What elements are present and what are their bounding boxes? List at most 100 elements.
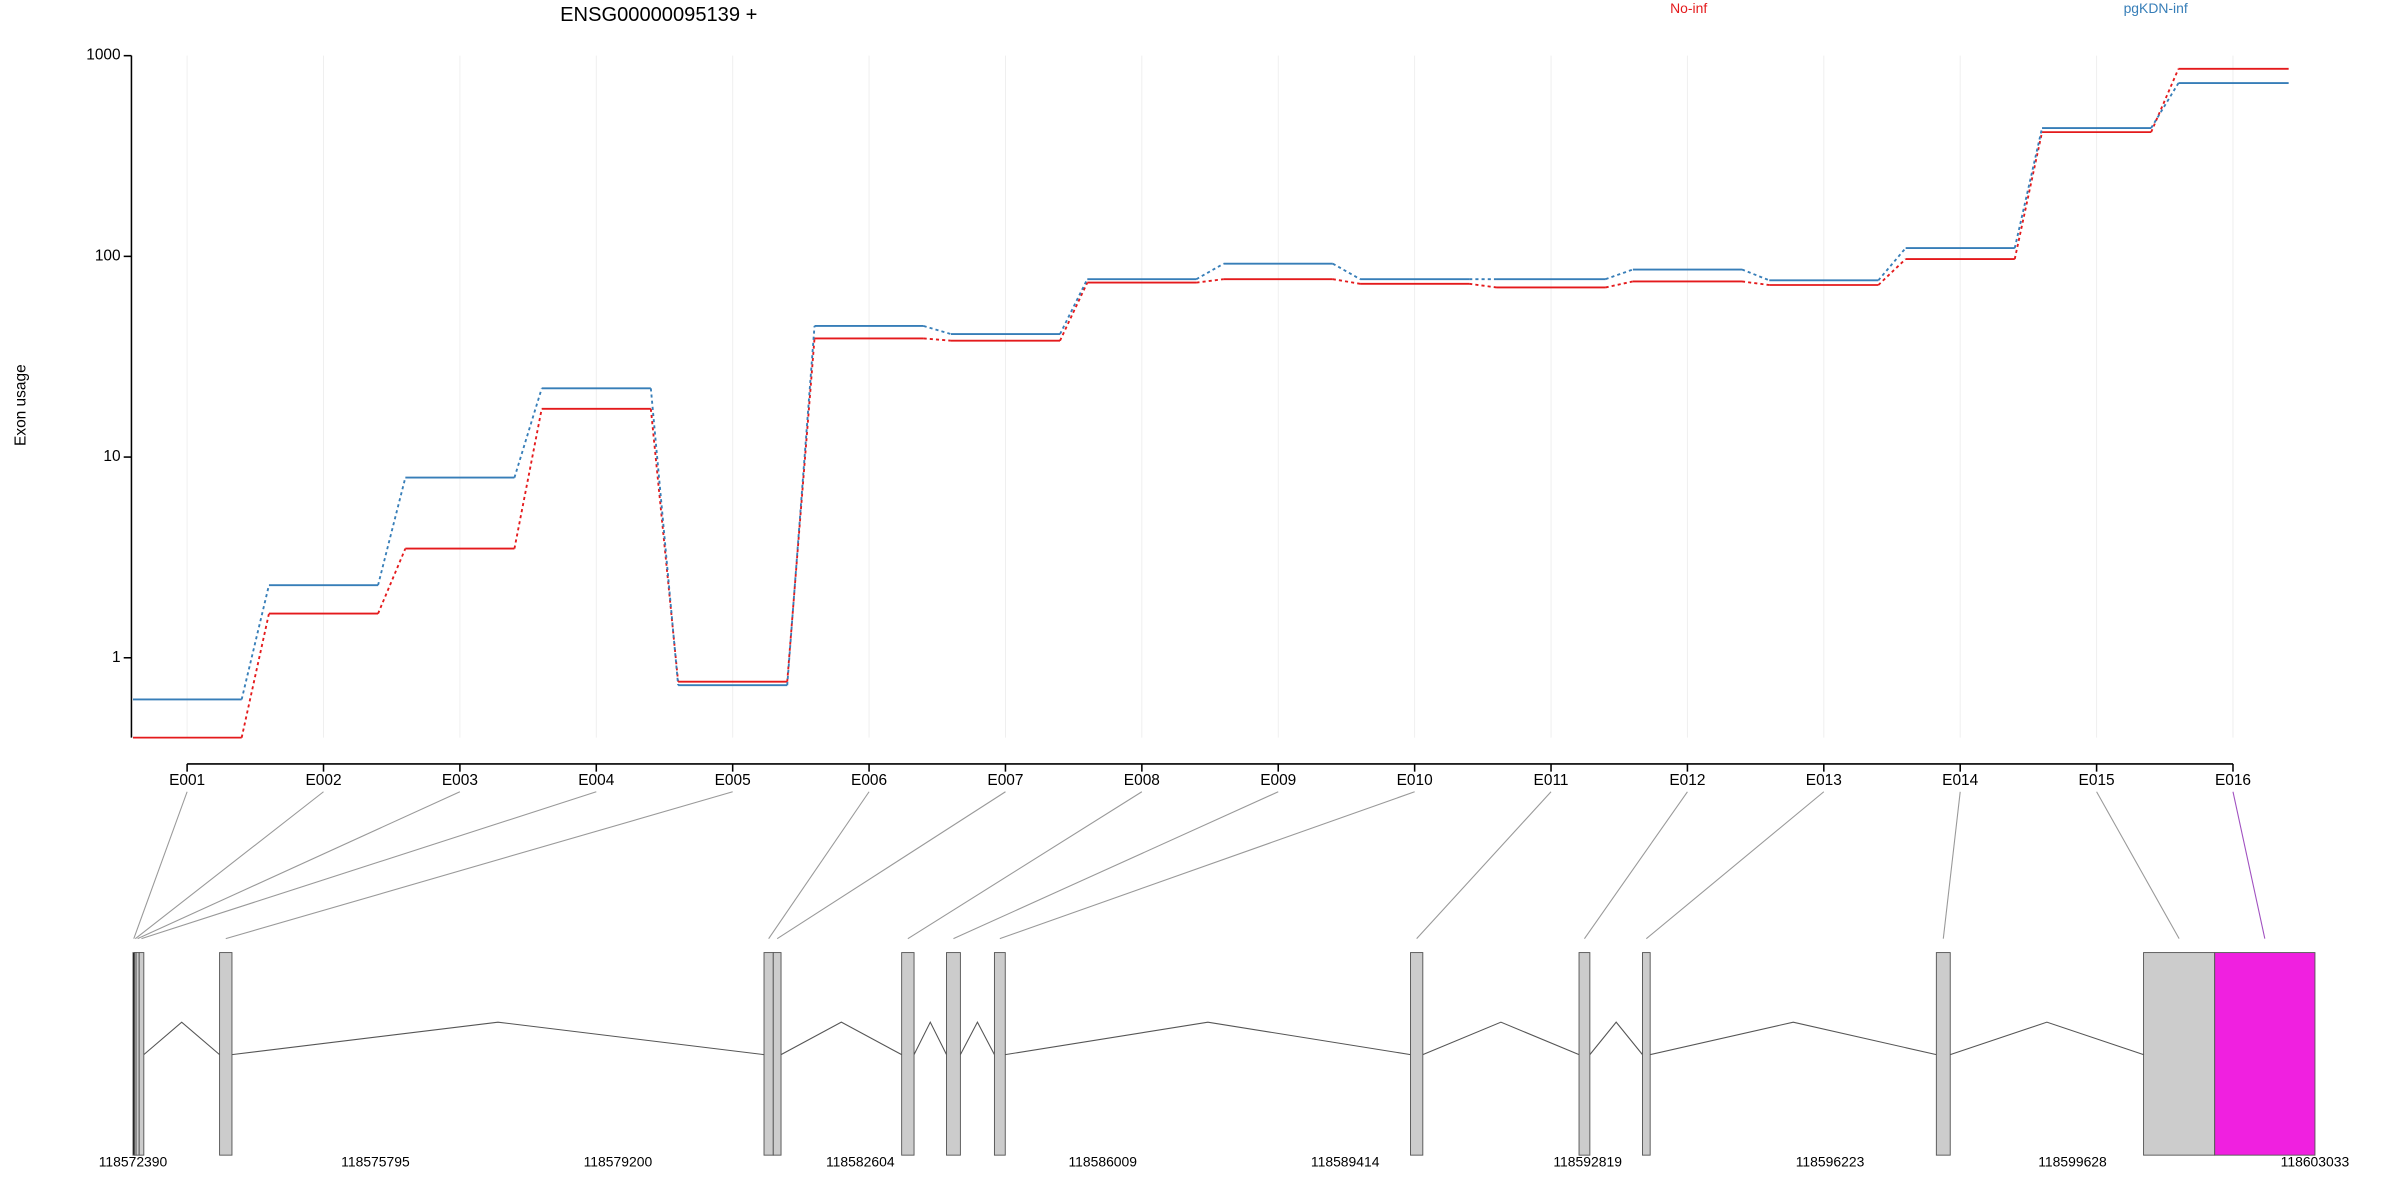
x-tick-label: E013 — [1806, 772, 1842, 789]
genomic-tick-label: 118575795 — [341, 1154, 410, 1170]
intron — [1650, 1021, 1937, 1056]
exon-link — [776, 791, 1006, 940]
intron — [1422, 1021, 1580, 1056]
exon-link — [137, 791, 461, 940]
connector — [1059, 282, 1089, 342]
exon-link — [2096, 791, 2180, 939]
connector — [2150, 68, 2180, 133]
connector — [1741, 280, 1770, 286]
x-tick-label: E016 — [2215, 772, 2251, 789]
intron — [1950, 1021, 2144, 1056]
exon-link — [907, 791, 1143, 940]
connector — [2013, 127, 2043, 249]
connector — [923, 337, 951, 342]
y-axis-label: Exon usage — [13, 364, 30, 446]
exon — [901, 952, 915, 1156]
connector — [649, 388, 680, 686]
connector — [1469, 282, 1497, 289]
intron — [231, 1021, 765, 1056]
exon-link — [1645, 791, 1825, 940]
x-tick-label: E014 — [1942, 772, 1978, 789]
connector — [377, 548, 407, 614]
intron — [1005, 1021, 1411, 1056]
y-tick-label: 100 — [95, 247, 121, 264]
genomic-tick-label: 118603033 — [2281, 1154, 2350, 1170]
exon-link — [134, 791, 324, 940]
exon — [135, 952, 140, 1156]
exon — [1642, 952, 1651, 1156]
exon-link — [1584, 791, 1688, 939]
exon-link — [1416, 791, 1552, 940]
connector — [1877, 247, 1907, 281]
y-tick-label: 1000 — [86, 47, 120, 64]
exon-link — [999, 791, 1415, 940]
exon — [946, 952, 961, 1156]
chart-title: ENSG00000095139 + — [560, 4, 757, 26]
x-tick-label: E012 — [1669, 772, 1705, 789]
y-tick-label: 10 — [103, 448, 120, 465]
connector — [786, 338, 816, 682]
connector — [923, 325, 952, 335]
exon-link — [953, 791, 1279, 940]
exon — [763, 952, 774, 1156]
connector — [1332, 262, 1361, 280]
x-tick-label: E015 — [2079, 772, 2115, 789]
connector — [513, 408, 543, 549]
exon-link — [768, 791, 870, 939]
connector — [1605, 268, 1634, 281]
exon — [2214, 952, 2316, 1156]
connector — [2150, 82, 2180, 129]
connector — [786, 325, 816, 686]
exon — [1410, 952, 1424, 1156]
exon-link — [225, 791, 733, 940]
legend-entry: No-inf — [1670, 0, 1707, 16]
x-tick-label: E005 — [715, 772, 751, 789]
x-tick-label: E003 — [442, 772, 478, 789]
genomic-tick-label: 118572390 — [99, 1154, 168, 1170]
exon — [138, 952, 145, 1156]
intron — [780, 1021, 902, 1056]
x-tick-label: E002 — [305, 772, 341, 789]
connector — [1059, 278, 1089, 335]
exon — [2143, 952, 2216, 1156]
genomic-tick-label: 118579200 — [584, 1154, 653, 1170]
genomic-tick-label: 118582604 — [826, 1154, 895, 1170]
connector — [1195, 262, 1225, 280]
x-tick-label: E008 — [1124, 772, 1160, 789]
exon-link — [133, 791, 188, 939]
x-tick-label: E001 — [169, 772, 205, 789]
exon-link — [1942, 791, 1961, 939]
connector — [1741, 268, 1770, 282]
x-tick-label: E009 — [1260, 772, 1296, 789]
x-tick-label: E007 — [987, 772, 1023, 789]
connector — [1605, 280, 1634, 289]
genomic-tick-label: 118589414 — [1311, 1154, 1380, 1170]
intron — [1589, 1021, 1643, 1055]
genomic-tick-label: 118599628 — [2038, 1154, 2107, 1170]
connector — [1332, 278, 1361, 285]
exon — [1578, 952, 1591, 1156]
intron — [959, 1020, 995, 1055]
intron — [143, 1021, 220, 1056]
exon — [219, 952, 233, 1156]
x-tick-label: E006 — [851, 772, 887, 789]
connector — [377, 477, 407, 586]
genomic-tick-label: 118596223 — [1796, 1154, 1865, 1170]
exon — [772, 952, 782, 1156]
intron — [913, 1020, 947, 1055]
x-tick-label: E011 — [1534, 772, 1569, 789]
connector — [1196, 278, 1224, 284]
exon-link — [141, 791, 597, 940]
connector — [240, 584, 270, 700]
connector — [240, 613, 270, 738]
exon — [1935, 952, 1951, 1156]
exon-link — [2232, 791, 2266, 939]
y-tick-label: 1 — [112, 649, 121, 666]
genomic-tick-label: 118586009 — [1068, 1154, 1137, 1170]
legend-entry: pgKDN-inf — [2124, 0, 2188, 16]
exon — [993, 952, 1006, 1156]
genomic-tick-label: 118592819 — [1553, 1154, 1622, 1170]
connector — [1877, 258, 1907, 286]
x-tick-label: E004 — [578, 772, 614, 789]
connector — [2013, 131, 2043, 260]
